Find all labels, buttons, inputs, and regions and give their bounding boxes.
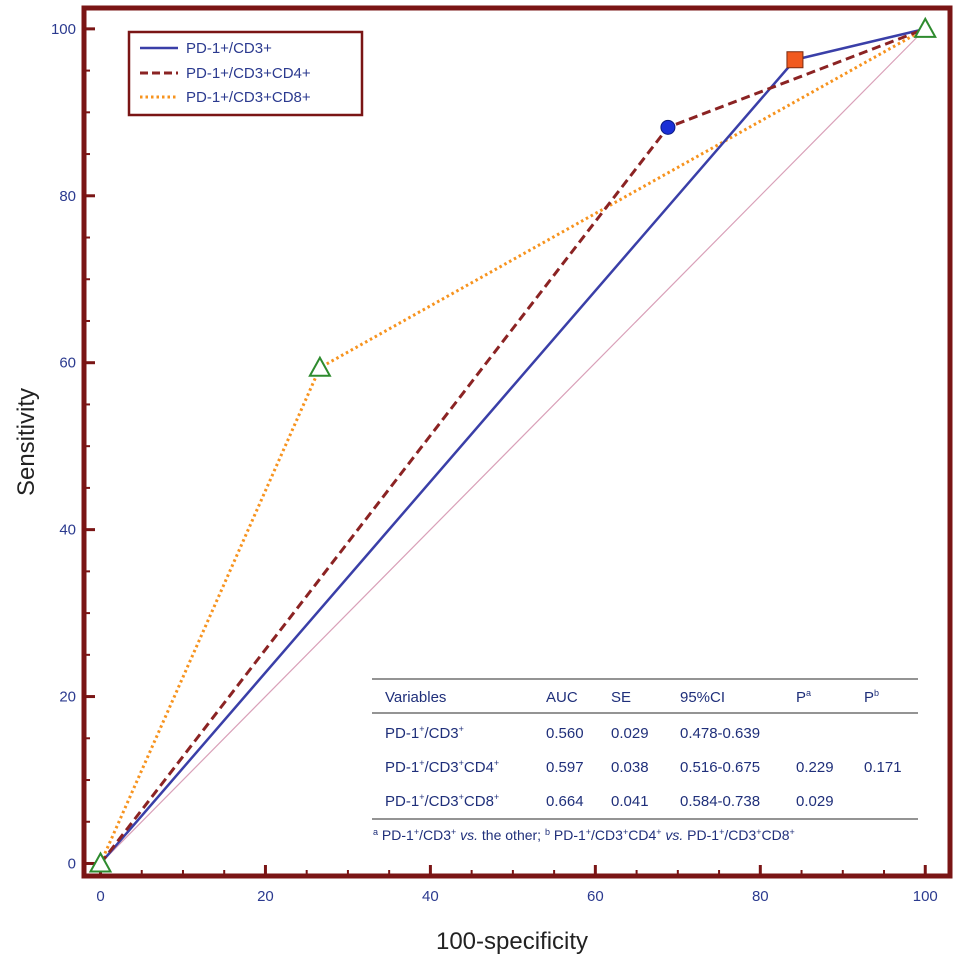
legend-label-pd1-cd3: PD-1+/CD3+	[186, 40, 272, 57]
marker-triangle	[308, 355, 332, 377]
row1-se: 0.029	[611, 725, 649, 742]
markers-group	[88, 16, 937, 873]
y-tick-label: 0	[68, 855, 76, 872]
axis-ticks: 0 20 40 60 80 100 0 20 40 60 80 100	[51, 21, 938, 905]
y-tick-label: 60	[59, 355, 76, 372]
x-tick-label: 60	[587, 888, 604, 905]
stats-table: Variables AUC SE 95%CI Pa Pb PD-1+/CD3+ …	[372, 674, 920, 850]
diagonal-line	[100, 28, 926, 864]
row3-auc: 0.664	[546, 793, 584, 810]
x-tick-label: 80	[752, 888, 769, 905]
table-row: PD-1+/CD3+CD8+ 0.664 0.041 0.584-0.738 0…	[385, 792, 834, 810]
y-tick-label: 40	[59, 522, 76, 539]
y-tick-label: 80	[59, 188, 76, 205]
endpoint-marker	[88, 851, 113, 873]
header-auc: AUC	[546, 689, 578, 706]
table-header-row: Variables AUC SE 95%CI Pa Pb	[385, 688, 879, 706]
table-row: PD-1+/CD3+CD4+ 0.597 0.038 0.516-0.675 0…	[385, 758, 902, 776]
x-tick-label: 20	[257, 888, 274, 905]
row2-variable: PD-1+/CD3+CD4+	[385, 758, 499, 776]
legend-label-pd1-cd3-cd4: PD-1+/CD3+CD4+	[186, 65, 311, 82]
marker-circle	[660, 119, 676, 135]
header-pb-base: P	[864, 689, 874, 706]
header-pa: Pa	[796, 688, 811, 706]
row2-se: 0.038	[611, 759, 649, 776]
legend: PD-1+/CD3+ PD-1+/CD3+CD4+ PD-1+/CD3+CD8+	[127, 30, 364, 117]
x-axis-title: 100-specificity	[436, 928, 588, 955]
row3-pa: 0.029	[796, 793, 834, 810]
x-tick-label: 40	[422, 888, 439, 905]
table-row: PD-1+/CD3+ 0.560 0.029 0.478-0.639	[385, 724, 760, 742]
reference-line	[100, 28, 926, 864]
header-ci: 95%CI	[680, 689, 725, 706]
table-footnote: a PD-1+/CD3+ vs. the other; b PD-1+/CD3+…	[373, 827, 795, 843]
marker-square	[786, 51, 804, 69]
row1-variable: PD-1+/CD3+	[385, 724, 464, 742]
plot-frame	[81, 5, 953, 879]
x-tick-label: 100	[913, 888, 938, 905]
y-tick-label: 20	[59, 689, 76, 706]
table-background	[372, 674, 920, 850]
header-pb-sup: b	[874, 688, 879, 698]
row2-auc: 0.597	[546, 759, 584, 776]
row2-pb: 0.171	[864, 759, 902, 776]
row2-ci: 0.516-0.675	[680, 759, 760, 776]
header-pa-sup: a	[806, 688, 811, 698]
row2-pa: 0.229	[796, 759, 834, 776]
row3-variable: PD-1+/CD3+CD8+	[385, 792, 499, 810]
header-pa-base: P	[796, 689, 806, 706]
x-tick-label: 0	[96, 888, 104, 905]
row3-ci: 0.584-0.738	[680, 793, 760, 810]
header-variables: Variables	[385, 689, 446, 706]
row1-auc: 0.560	[546, 725, 584, 742]
y-axis-title: Sensitivity	[13, 388, 40, 496]
header-pb: Pb	[864, 688, 879, 706]
row1-ci: 0.478-0.639	[680, 725, 760, 742]
header-se: SE	[611, 689, 631, 706]
row3-se: 0.041	[611, 793, 649, 810]
endpoint-marker	[913, 16, 937, 38]
y-tick-label: 100	[51, 21, 76, 38]
legend-label-pd1-cd3-cd8: PD-1+/CD3+CD8+	[186, 89, 311, 106]
